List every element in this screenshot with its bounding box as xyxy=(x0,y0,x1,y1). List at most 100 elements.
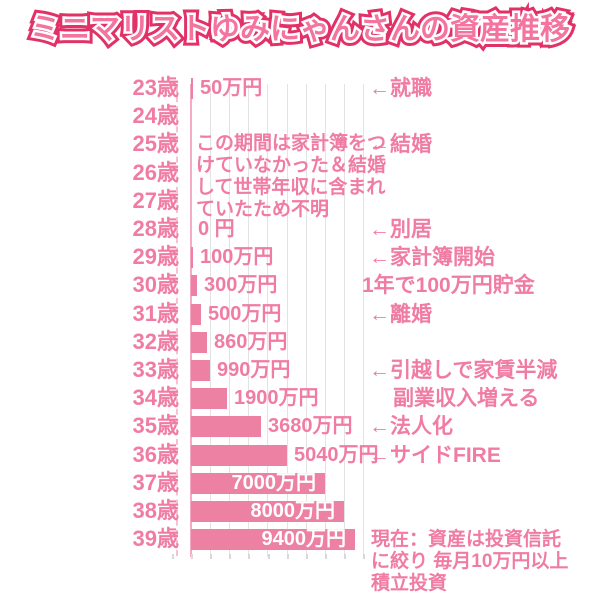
note-line: ていたため不明 xyxy=(196,199,330,220)
asset-bar xyxy=(191,275,197,296)
age-label: 30歳 xyxy=(132,272,179,297)
x-axis-tick xyxy=(191,554,193,559)
value-label: 8000万円 xyxy=(250,500,336,522)
event-annotation: ←家計簿開始 xyxy=(369,246,495,269)
event-annotation: 1年で100万円貯金 xyxy=(362,274,535,297)
age-label: 34歳 xyxy=(132,385,179,410)
bottom-note-line: 現在：資産は投資信託 xyxy=(371,529,562,550)
value-label: 990万円 xyxy=(217,359,291,381)
page-title-outline-layer: ミニマリストゆみにゃんさんの資産推移 xyxy=(25,8,576,52)
x-axis-tick xyxy=(229,554,231,559)
age-label: 23歳 xyxy=(132,75,179,100)
unknown-period-note: この期間は家計簿をつ けていなかった＆結婚 して世帯年収に含まれ ていたため不明 xyxy=(196,133,386,221)
age-label: 29歳 xyxy=(132,244,179,269)
chart-row: 30歳 300万円 xyxy=(0,271,600,300)
asset-bar xyxy=(191,416,261,437)
value-label: 860万円 xyxy=(214,331,288,353)
asset-bar xyxy=(191,78,193,99)
current-status-note: 現在：資産は投資信託 に絞り 毎月10万円以上 積立投資 xyxy=(371,529,568,595)
age-label: 38歳 xyxy=(132,498,179,523)
event-annotation: ←結婚 xyxy=(369,133,432,156)
age-label: 26歳 xyxy=(132,160,179,185)
value-label: 100万円 xyxy=(200,246,274,268)
asset-bar xyxy=(191,247,193,268)
x-axis-tick xyxy=(248,554,250,559)
event-annotation: ←法人化 xyxy=(369,415,453,438)
x-axis-tick xyxy=(344,554,346,559)
event-annotation: 副業収入増える xyxy=(393,387,540,410)
asset-bar xyxy=(191,501,344,522)
value-label: 7000万円 xyxy=(231,472,317,494)
event-annotation: ←サイドFIRE xyxy=(369,444,501,467)
note-line: けていなかった＆結婚 xyxy=(196,155,387,176)
x-axis-tick xyxy=(306,554,308,559)
asset-bar xyxy=(191,473,325,494)
chart-row: 23歳 50万円 xyxy=(0,74,600,103)
x-axis-tick xyxy=(325,554,327,559)
event-annotation: ←別居 xyxy=(369,218,432,241)
page-title-text: ミニマリストゆみにゃんさんの資産推移 xyxy=(30,13,570,46)
value-label: 50万円 xyxy=(200,77,263,99)
gridline xyxy=(248,84,249,557)
age-label: 27歳 xyxy=(132,188,179,213)
gridline xyxy=(325,84,326,557)
gridline xyxy=(363,84,364,557)
asset-bar xyxy=(191,360,210,381)
event-annotation: ←就職 xyxy=(369,77,432,100)
asset-bar-chart: この期間は家計簿をつ けていなかった＆結婚 して世帯年収に含まれ ていたため不明… xyxy=(0,66,600,601)
gridline xyxy=(344,84,345,557)
gridline xyxy=(267,84,268,557)
value-label: 3680万円 xyxy=(268,415,353,437)
value-label: 1900万円 xyxy=(234,387,319,409)
age-label: 37歳 xyxy=(132,470,179,495)
asset-bar xyxy=(191,388,227,409)
age-label: 35歳 xyxy=(132,413,179,438)
chart-row: 25歳 xyxy=(0,130,600,159)
value-label: 9400万円 xyxy=(261,528,347,550)
page-title-white-layer: ミニマリストゆみにゃんさんの資産推移 xyxy=(28,11,573,49)
chart-row: 35歳 3680万円 xyxy=(0,412,600,441)
gridline xyxy=(287,84,288,557)
value-label: 500万円 xyxy=(208,303,282,325)
note-line: して世帯年収に含まれ xyxy=(196,177,386,198)
value-label: 300万円 xyxy=(204,274,278,296)
gridline xyxy=(306,84,307,557)
y-axis-dashed-guide xyxy=(176,86,178,556)
x-axis-tick xyxy=(363,554,365,559)
age-label: 39歳 xyxy=(132,526,179,551)
chart-row: 34歳 1900万円 xyxy=(0,384,600,413)
chart-row: 38歳 8000万円 xyxy=(0,497,600,526)
chart-row: 36歳 5040万円 xyxy=(0,441,600,470)
gridline xyxy=(229,84,230,557)
value-label: 5040万円 xyxy=(294,444,379,466)
age-label: 31歳 xyxy=(132,301,179,326)
x-axis-tick xyxy=(287,554,289,559)
x-axis-tick xyxy=(268,554,270,559)
chart-row: 32歳 860万円 xyxy=(0,328,600,357)
age-label: 33歳 xyxy=(132,357,179,382)
value-label: 0 円 xyxy=(198,218,235,240)
page-title: ミニマリストゆみにゃんさんの資産推移 ミニマリストゆみにゃんさんの資産推移 ミニ… xyxy=(0,6,600,58)
age-label: 25歳 xyxy=(132,131,179,156)
bottom-note-line: 積立投資 xyxy=(371,573,448,594)
chart-row: 33歳 990万円 xyxy=(0,356,600,385)
event-annotation: ←離婚 xyxy=(369,303,432,326)
chart-row: 28歳 0 円 xyxy=(0,215,600,244)
chart-row: 26歳 xyxy=(0,159,600,188)
event-annotation: ←引越しで家賃半減 xyxy=(369,359,558,382)
asset-bar xyxy=(191,304,201,325)
age-label: 24歳 xyxy=(132,103,179,128)
x-axis-tick xyxy=(172,554,174,559)
age-label: 36歳 xyxy=(132,442,179,467)
chart-row: 27歳 xyxy=(0,187,600,216)
bottom-note-line: に絞り 毎月10万円以上 xyxy=(371,551,569,572)
asset-bar xyxy=(191,445,287,466)
age-label: 28歳 xyxy=(132,216,179,241)
asset-bar xyxy=(191,529,355,550)
note-line: この期間は家計簿をつ xyxy=(196,133,387,154)
chart-row: 29歳 100万円 xyxy=(0,243,600,272)
chart-row: 31歳 500万円 xyxy=(0,300,600,329)
chart-row: 37歳 7000万円 xyxy=(0,469,600,498)
x-axis-tick xyxy=(210,554,212,559)
